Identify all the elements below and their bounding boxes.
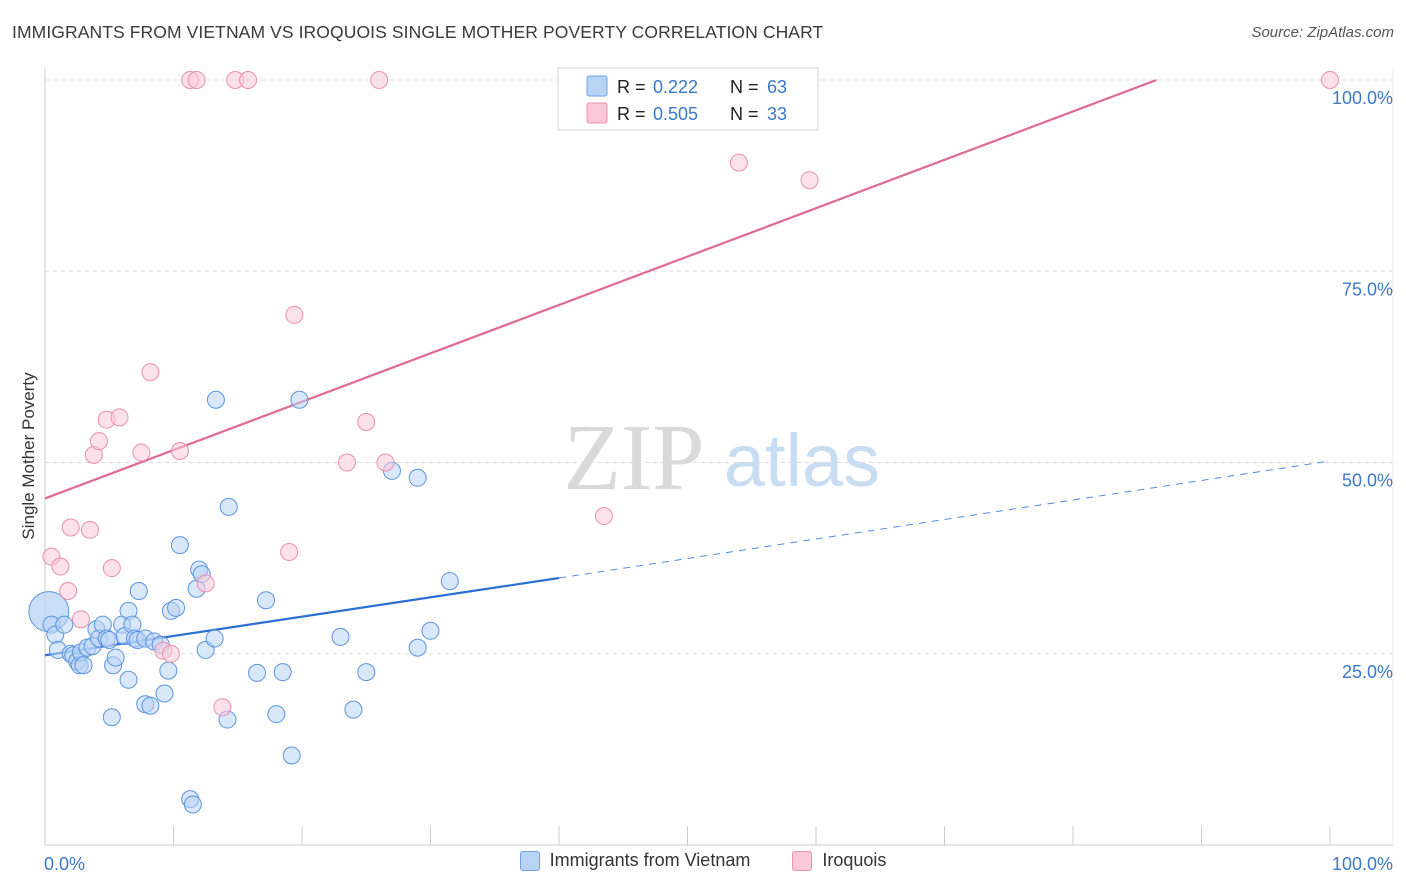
axis-layer: 25.0% 50.0% 75.0% 100.0% 0.0% 100.0% [44,68,1394,874]
iroquois-point [61,518,80,537]
vietnam-point [282,746,301,765]
iroquois-point [280,543,299,562]
y-axis-label: Single Mother Poverty [19,372,38,540]
vietnam-point [267,705,286,724]
source-label: Source: ZipAtlas.com [1251,24,1394,41]
vietnam-point [102,708,121,727]
x-tick-label: 100.0% [1332,854,1393,874]
legend-swatch-blue [586,75,608,97]
vietnam-point [167,598,186,617]
iroquois-point [1321,71,1339,89]
vietnam-point [170,536,189,555]
legend-n-value-2: 33 [767,104,787,124]
watermark-zip: ZIP [564,406,705,510]
vietnam-point [74,656,93,675]
legend-r-value-2: 0.505 [653,104,698,124]
vietnam-point [100,630,119,649]
legend-n-label-1: N = [730,77,759,97]
legend-label-iroquois: Iroquois [822,850,887,870]
legend-n-value-1: 63 [767,77,787,97]
x-tick-label: 0.0% [44,854,85,874]
iroquois-point [370,71,389,89]
vietnam-point [357,663,376,682]
vietnam-point [55,615,74,634]
points-layer [28,71,1339,814]
vietnam-point [440,572,459,591]
legend-r-value-1: 0.222 [653,77,698,97]
iroquois-point [187,71,206,89]
iroquois-point [357,412,376,431]
top-legend: R = 0.222 N = 63 R = 0.505 N = 33 [557,67,819,131]
vietnam-point [141,696,160,715]
iroquois-point [141,363,160,382]
iroquois-point [800,171,819,190]
legend-item-vietnam: Immigrants from Vietnam [519,850,751,871]
vietnam-point [408,468,427,487]
iroquois-point [213,698,232,717]
y-tick-label: 100.0% [1332,88,1393,108]
vietnam-point [206,390,225,409]
legend-swatch-iroquois [792,850,813,871]
vietnam-point [205,629,224,648]
vietnam-point [408,638,427,657]
vietnam-point [159,661,178,680]
vietnam-point [119,670,138,689]
legend-r-label-2: R = [617,104,646,124]
iroquois-point [132,443,151,462]
iroquois-trend-line [44,78,1157,500]
vietnam-point [421,621,440,640]
iroquois-point [110,408,129,427]
legend-n-label-2: N = [730,104,759,124]
iroquois-point [729,153,748,172]
iroquois-point [102,559,121,578]
grid-layer [45,79,1393,655]
y-tick-label: 75.0% [1342,279,1393,299]
iroquois-point [71,610,90,629]
vietnam-point [331,627,350,646]
iroquois-point [239,71,258,89]
watermark: ZIP atlas [564,406,881,510]
vietnam-point [344,700,363,719]
vietnam-point [219,497,238,516]
legend-r-label-1: R = [617,77,646,97]
chart-title: IMMIGRANTS FROM VIETNAM VS IROQUOIS SING… [12,22,824,42]
vietnam-point [273,663,292,682]
iroquois-point [594,507,613,526]
y-tick-label: 50.0% [1342,471,1393,491]
iroquois-point [161,644,180,663]
iroquois-point [196,574,215,593]
vietnam-point [155,684,174,703]
iroquois-point [376,453,395,472]
iroquois-point [80,520,99,539]
watermark-atlas: atlas [724,419,880,502]
iroquois-point [59,582,78,601]
vietnam-point [248,663,267,682]
vietnam-point [183,795,202,814]
vietnam-point [129,582,148,601]
trend-layer [44,78,1331,657]
iroquois-point [51,557,70,576]
vietnam-point [257,591,276,610]
iroquois-point [170,442,189,461]
legend-label-vietnam: Immigrants from Vietnam [549,850,751,870]
vietnam-point [106,648,125,667]
iroquois-point [89,432,108,451]
legend-swatch-pink [586,102,608,124]
iroquois-point [285,305,304,324]
legend-swatch-vietnam [519,850,540,871]
y-tick-label: 25.0% [1342,662,1393,682]
bottom-legend: Immigrants from Vietnam Iroquois [0,850,1406,871]
legend-item-iroquois: Iroquois [792,850,886,871]
iroquois-point [337,453,356,472]
vietnam-point [290,390,309,409]
